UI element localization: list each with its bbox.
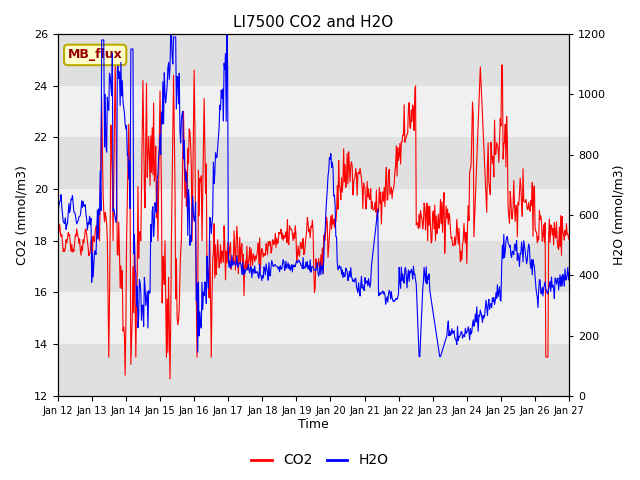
Bar [58, 344, 570, 396]
Y-axis label: CO2 (mmol/m3): CO2 (mmol/m3) [15, 165, 28, 265]
X-axis label: Time: Time [298, 419, 329, 432]
Bar [58, 137, 570, 189]
Legend: CO2, H2O: CO2, H2O [246, 448, 394, 473]
Y-axis label: H2O (mmol/m3): H2O (mmol/m3) [612, 165, 625, 265]
Bar [58, 241, 570, 292]
Text: MB_flux: MB_flux [68, 48, 122, 61]
Bar [58, 34, 570, 85]
Title: LI7500 CO2 and H2O: LI7500 CO2 and H2O [234, 15, 394, 30]
